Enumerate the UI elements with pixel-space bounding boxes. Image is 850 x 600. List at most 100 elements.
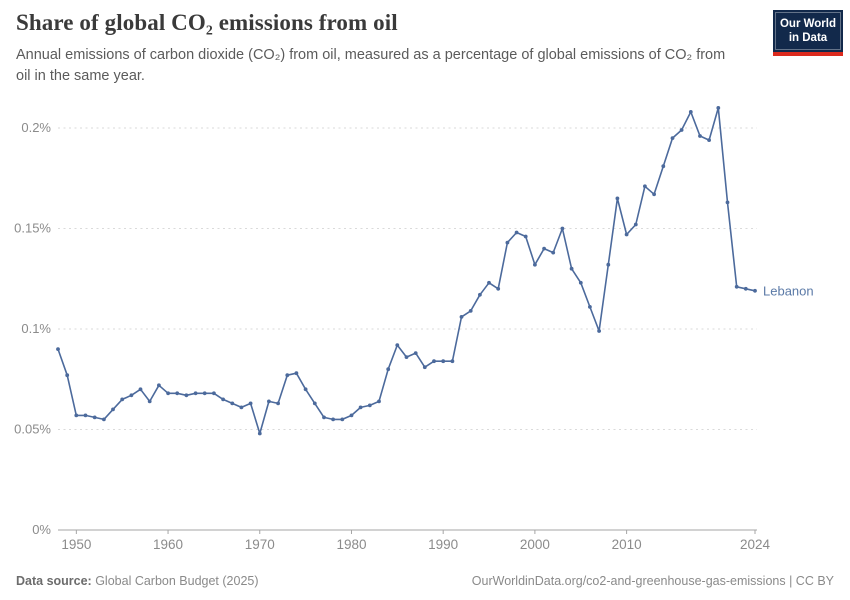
data-point <box>487 280 491 285</box>
chart-footer: Data source: Global Carbon Budget (2025)… <box>16 574 834 588</box>
data-point <box>542 246 546 251</box>
data-source-value: Global Carbon Budget (2025) <box>91 574 259 588</box>
owid-logo[interactable]: Our World in Data <box>773 10 843 56</box>
data-point <box>230 401 235 406</box>
data-point <box>221 397 226 402</box>
data-point <box>349 413 354 418</box>
x-axis-tick-label: 1960 <box>153 537 183 552</box>
x-axis-tick-label: 2010 <box>612 537 642 552</box>
data-point <box>138 387 143 392</box>
data-point <box>248 401 253 406</box>
data-point <box>670 136 675 141</box>
data-point <box>166 391 171 396</box>
data-point <box>615 196 620 201</box>
data-point <box>707 138 711 143</box>
data-point <box>578 280 583 285</box>
data-point <box>753 288 757 293</box>
data-point <box>679 128 684 132</box>
chart-title: Share of global CO₂ emissions from oil <box>16 10 398 35</box>
chart-subtitle: Annual emissions of carbon dioxide (CO₂)… <box>16 47 726 84</box>
data-point <box>102 417 106 422</box>
data-point <box>367 403 372 408</box>
entity-label: Lebanon <box>763 283 814 298</box>
chart-header: Share of global CO₂ emissions from oil A… <box>16 10 760 86</box>
data-point <box>395 343 400 347</box>
x-axis-tick-label: 1990 <box>428 537 458 552</box>
x-axis-tick-label: 1970 <box>245 537 275 552</box>
data-point <box>129 393 134 398</box>
data-point <box>340 417 345 422</box>
data-point <box>432 359 436 364</box>
data-point <box>358 405 363 410</box>
data-point <box>468 309 473 313</box>
data-point <box>239 405 244 410</box>
data-point <box>606 262 611 267</box>
data-point <box>597 329 601 333</box>
data-point <box>202 391 207 396</box>
data-point <box>743 286 748 291</box>
data-point <box>267 399 271 404</box>
data-point <box>92 415 97 420</box>
data-source: Data source: Global Carbon Budget (2025) <box>16 574 259 588</box>
data-point <box>56 347 60 351</box>
data-point <box>303 387 308 392</box>
data-point <box>111 407 115 412</box>
y-axis-tick-label: 0.2% <box>21 120 51 135</box>
data-point <box>404 355 409 359</box>
data-point <box>633 222 638 227</box>
line-chart[interactable]: 0% 0.05% 0.1% 0.15% 0.2% 1950 1960 1970 1980 1990… <box>0 98 850 558</box>
x-axis-tick-label: 2024 <box>740 537 771 552</box>
data-point <box>83 413 88 418</box>
data-point <box>725 200 730 205</box>
data-point <box>652 192 656 197</box>
data-point <box>74 413 79 418</box>
data-source-label: Data source: <box>16 574 92 588</box>
data-point <box>450 359 455 364</box>
data-point <box>157 383 161 388</box>
data-point <box>569 266 574 271</box>
data-point <box>386 367 391 372</box>
data-point <box>523 234 528 239</box>
data-point <box>147 399 152 404</box>
data-point <box>285 373 290 378</box>
x-axis-tick-label: 2000 <box>520 537 550 552</box>
data-point <box>643 184 647 189</box>
data-point <box>624 232 629 237</box>
data-point <box>175 391 180 396</box>
data-point <box>422 365 427 370</box>
data-point <box>533 262 537 267</box>
data-point <box>478 292 482 297</box>
data-point <box>560 226 565 231</box>
data-point <box>276 401 280 406</box>
data-point <box>514 230 519 235</box>
y-axis-tick-label: 0% <box>32 522 51 537</box>
data-point <box>551 250 556 255</box>
data-point <box>441 359 446 364</box>
data-point <box>496 286 501 291</box>
data-point <box>120 397 125 402</box>
data-point <box>661 164 666 169</box>
data-point <box>377 399 381 404</box>
lebanon-line <box>57 107 756 435</box>
y-axis-tick-label: 0.15% <box>14 221 51 236</box>
data-point <box>459 315 464 319</box>
data-point <box>716 106 721 110</box>
data-point <box>688 110 693 114</box>
data-point <box>698 134 702 138</box>
data-point <box>331 417 335 422</box>
data-point <box>413 351 418 355</box>
owid-logo-line2: in Data <box>788 32 828 44</box>
data-point <box>257 431 262 436</box>
data-point <box>193 391 198 396</box>
x-axis-tick-label: 1950 <box>61 537 91 552</box>
x-axis-tick-label: 1980 <box>336 537 366 552</box>
y-axis-tick-label: 0.05% <box>14 422 51 437</box>
data-point <box>312 401 317 406</box>
data-point <box>505 240 510 245</box>
data-point <box>322 415 326 420</box>
data-point <box>734 284 739 289</box>
footer-credit-link[interactable]: OurWorldinData.org/co2-and-greenhouse-ga… <box>471 574 834 588</box>
data-point <box>588 305 592 309</box>
data-point <box>212 391 216 396</box>
